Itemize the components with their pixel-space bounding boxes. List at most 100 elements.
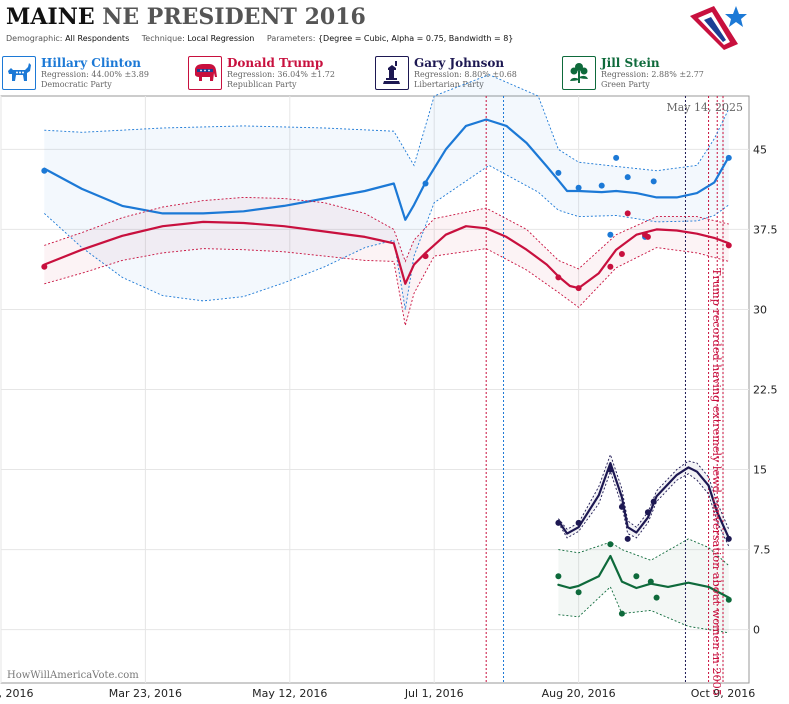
chart-header: MAINE NE PRESIDENT 2016 Demographic: All… (0, 0, 789, 52)
candidate-party: Democratic Party (41, 80, 112, 89)
poll-point (644, 233, 651, 240)
parameters-value: {Degree = Cubic, Alpha = 0.75, Bandwidth… (317, 34, 514, 43)
event-annotation: Trump recorded having extremely lewd con… (710, 268, 723, 696)
legend-item-trump: Donald Trump Regression: 36.04% ±1.72 Re… (188, 55, 374, 95)
chart-parameters: Demographic: All Respondents Technique: … (6, 34, 513, 43)
x-tick-label: Oct 9, 2016 (691, 687, 756, 700)
poll-point (555, 519, 562, 526)
candidate-legend: Hillary Clinton Regression: 44.00% ±3.89… (0, 55, 789, 95)
series-3 (555, 538, 732, 634)
poll-point (647, 578, 654, 585)
donkey-icon (2, 56, 36, 90)
y-tick-label: 37.5 (753, 223, 778, 236)
trend-line (43, 118, 730, 221)
poll-point (650, 498, 657, 505)
poll-point (644, 509, 651, 516)
candidate-name: Donald Trump (227, 56, 324, 70)
x-tick-label: Feb 2, 2016 (0, 687, 33, 700)
poll-point (607, 466, 614, 473)
poll-point (725, 154, 732, 161)
chart-title: MAINE NE PRESIDENT 2016 (6, 4, 366, 30)
poll-point (598, 182, 605, 189)
poll-point (624, 174, 631, 181)
y-tick-label: 15 (753, 464, 767, 477)
legend-item-johnson: Gary Johnson Regression: 8.80% ±0.68 Lib… (375, 55, 561, 95)
poll-point (575, 519, 582, 526)
y-tick-label: 0 (753, 624, 760, 637)
gridlines (0, 96, 749, 683)
poll-point (422, 180, 429, 187)
poll-point (618, 250, 625, 257)
elephant-icon (188, 56, 222, 90)
candidate-regression: Regression: 8.80% ±0.68 (414, 70, 517, 79)
state-name: MAINE (6, 4, 95, 30)
technique-value: Local Regression (187, 34, 255, 43)
poll-point (41, 263, 48, 270)
poll-point (555, 573, 562, 580)
poll-point (422, 253, 429, 260)
lower-bound-line (558, 470, 730, 547)
y-tick-label: 45 (753, 143, 767, 156)
poll-point (555, 169, 562, 176)
poll-point (653, 594, 660, 601)
upper-bound-line (44, 74, 730, 172)
upper-bound-line (558, 453, 730, 530)
trend-line (557, 462, 730, 539)
candidate-party: Green Party (601, 80, 650, 89)
candidate-regression: Regression: 44.00% ±3.89 (41, 70, 149, 79)
poll-point (650, 178, 657, 185)
y-tick-label: 30 (753, 303, 767, 316)
poll-point (607, 231, 614, 238)
series-0 (41, 74, 732, 310)
poll-point (725, 596, 732, 603)
series-2 (555, 453, 732, 547)
poll-point (613, 154, 620, 161)
legend-item-stein: Jill Stein Regression: 2.88% ±2.77 Green… (562, 55, 748, 95)
demographic-label: Demographic: (6, 34, 63, 43)
poll-point (633, 573, 640, 580)
lower-bound-line (43, 164, 730, 310)
series-1 (41, 196, 732, 326)
flower-icon (562, 56, 596, 90)
legend-item-clinton: Hillary Clinton Regression: 44.00% ±3.89… (2, 55, 188, 95)
confidence-band-0 (44, 74, 729, 310)
poll-point (624, 535, 631, 542)
poll-point (607, 541, 614, 548)
poll-point (575, 184, 582, 191)
y-tick-label: 22.5 (753, 384, 778, 397)
poll-point (575, 285, 582, 292)
candidate-party: Republican Party (227, 80, 297, 89)
lower-bound-line (44, 247, 729, 326)
demographic-value: All Respondents (65, 34, 130, 43)
x-tick-label: May 12, 2016 (252, 687, 327, 700)
race-name: NE PRESIDENT 2016 (102, 4, 366, 30)
upper-bound-line (44, 196, 729, 270)
candidate-name: Jill Stein (601, 56, 660, 70)
liberty-statue-icon (375, 56, 409, 90)
trend-line (557, 554, 730, 599)
trend-line (43, 220, 730, 290)
x-tick-label: Mar 23, 2016 (109, 687, 182, 700)
technique-label: Technique: (141, 34, 185, 43)
candidate-regression: Regression: 36.04% ±1.72 (227, 70, 335, 79)
parameters-label: Parameters: (266, 34, 316, 43)
x-tick-label: Aug 20, 2016 (542, 687, 616, 700)
poll-point (618, 503, 625, 510)
upper-bound-line (558, 538, 730, 566)
poll-point (624, 210, 631, 217)
x-tick-label: Jul 1, 2016 (404, 687, 464, 700)
confidence-band-1 (44, 197, 729, 326)
lower-bound-line (558, 586, 729, 634)
candidate-party: Libertarian Party (414, 80, 484, 89)
y-tick-label: 7.5 (753, 544, 771, 557)
candidate-name: Gary Johnson (414, 56, 505, 70)
poll-point (618, 610, 625, 617)
poll-point (725, 242, 732, 249)
poll-point (41, 167, 48, 174)
date-stamp: May 14, 2025 (666, 101, 743, 114)
poll-point (607, 263, 614, 270)
watermark: HowWillAmericaVote.com (7, 670, 139, 681)
candidate-regression: Regression: 2.88% ±2.77 (601, 70, 704, 79)
site-logo-icon (690, 6, 747, 50)
